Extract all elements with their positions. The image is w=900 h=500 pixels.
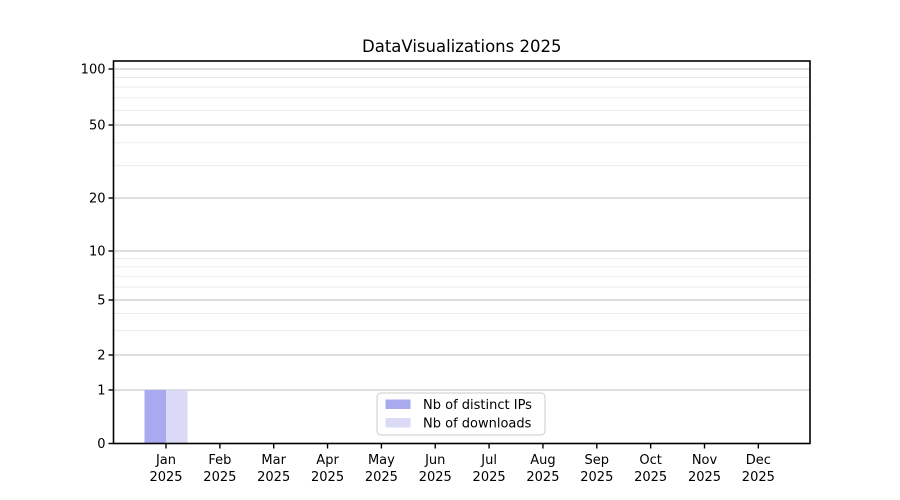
plot-border bbox=[112, 60, 811, 445]
x-tick-label-year-nov: 2025 bbox=[688, 470, 721, 485]
x-tick-label-month-mar: Mar bbox=[261, 453, 286, 468]
x-tick-label-year-aug: 2025 bbox=[526, 470, 559, 485]
y-tick-label-100: 100 bbox=[81, 63, 106, 78]
y-tick-label-10: 10 bbox=[89, 245, 106, 260]
y-tick-label-0: 0 bbox=[97, 437, 105, 452]
x-tick-label-month-dec: Dec bbox=[746, 453, 771, 468]
y-tick-label-20: 20 bbox=[89, 192, 106, 207]
legend-box bbox=[376, 392, 546, 436]
x-tick-label-year-apr: 2025 bbox=[311, 470, 344, 485]
major-gridlines bbox=[113, 68, 810, 391]
x-tick-label-year-feb: 2025 bbox=[203, 470, 236, 485]
x-tick-label-month-oct: Oct bbox=[639, 453, 661, 468]
x-tick-label-year-oct: 2025 bbox=[634, 470, 667, 485]
x-tick-label-month-may: May bbox=[368, 453, 395, 468]
legend-swatch-downloads bbox=[385, 418, 411, 428]
x-tick-label-year-mar: 2025 bbox=[257, 470, 290, 485]
y-tick-label-50: 50 bbox=[89, 119, 106, 134]
x-tick-label-month-jan: Jan bbox=[155, 453, 176, 468]
x-tick-label-year-may: 2025 bbox=[365, 470, 398, 485]
x-tick-label-month-jul: Jul bbox=[480, 453, 497, 468]
x-tick-label-year-dec: 2025 bbox=[742, 470, 775, 485]
x-tick-label-year-jul: 2025 bbox=[473, 470, 506, 485]
x-tick-label-year-jun: 2025 bbox=[419, 470, 452, 485]
bar-nb-of-downloads-jan bbox=[166, 390, 188, 444]
y-axis-tick-labels: 0 1 2 5 10 20 50 100 bbox=[81, 63, 106, 453]
x-axis-tick-labels: Jan 2025 Feb 2025 Mar 2025 Apr 2025 May 2025 Jun 20… bbox=[149, 453, 774, 485]
x-tick-label-month-apr: Apr bbox=[316, 453, 339, 468]
legend: Nb of distinct IPs Nb of downloads bbox=[376, 392, 546, 436]
x-tick-label-month-feb: Feb bbox=[208, 453, 231, 468]
x-tick-label-month-jun: Jun bbox=[424, 453, 445, 468]
legend-label-downloads: Nb of downloads bbox=[423, 417, 532, 432]
minor-gridlines bbox=[113, 77, 810, 332]
x-tick-label-month-nov: Nov bbox=[692, 453, 718, 468]
legend-label-distinct-ips: Nb of distinct IPs bbox=[423, 398, 532, 413]
bar-series bbox=[144, 390, 188, 444]
x-tick-label-year-sep: 2025 bbox=[580, 470, 613, 485]
x-tick-label-year-jan: 2025 bbox=[149, 470, 182, 485]
chart-title: DataVisualizations 2025 bbox=[362, 37, 561, 56]
axis-tick-marks bbox=[108, 68, 760, 449]
bar-nb-of-distinct-ips-jan bbox=[144, 390, 166, 444]
x-tick-label-month-sep: Sep bbox=[585, 453, 610, 468]
x-tick-label-month-aug: Aug bbox=[530, 453, 555, 468]
y-tick-label-1: 1 bbox=[97, 384, 105, 399]
y-tick-label-5: 5 bbox=[97, 294, 105, 309]
y-tick-label-2: 2 bbox=[97, 349, 105, 364]
legend-swatch-distinct-ips bbox=[385, 399, 411, 409]
